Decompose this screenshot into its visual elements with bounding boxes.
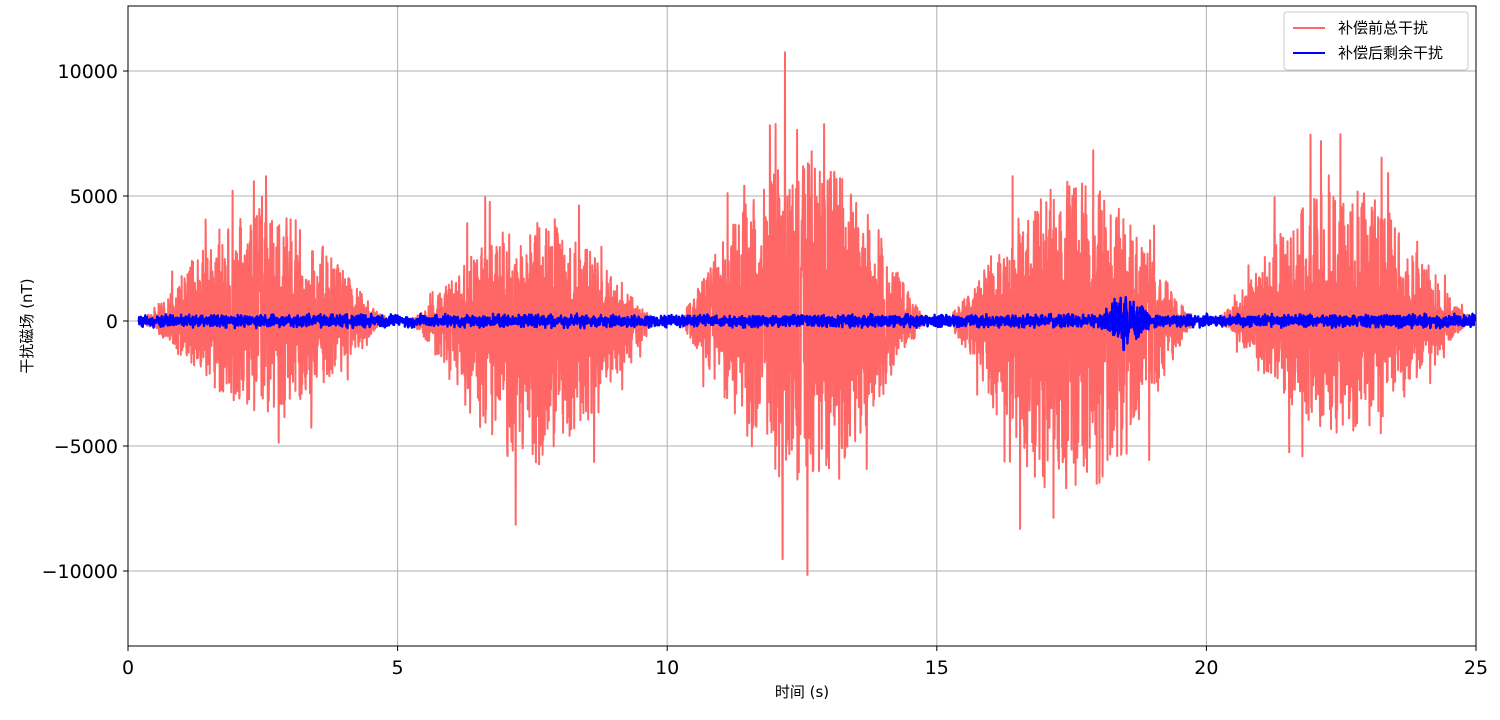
legend-label-1: 补偿后剩余干扰 <box>1338 44 1443 62</box>
legend-label-0: 补偿前总干扰 <box>1338 19 1428 37</box>
x-axis-label: 时间 (s) <box>775 683 829 701</box>
legend: 补偿前总干扰 补偿后剩余干扰 <box>1283 11 1469 71</box>
x-tick-label: 5 <box>392 657 404 679</box>
plot-frame <box>127 5 1477 647</box>
y-tick-label: −10000 <box>42 561 118 583</box>
x-tick-label: 15 <box>925 657 949 679</box>
legend-box <box>1283 11 1469 71</box>
y-tick-label: −5000 <box>54 436 118 458</box>
series-line-pre-compensation <box>138 51 1474 576</box>
plot-series-area <box>137 51 1476 576</box>
x-tick-label: 10 <box>655 657 679 679</box>
x-tick-label: 20 <box>1194 657 1218 679</box>
y-tick-label: 5000 <box>70 186 118 208</box>
x-tick-label: 0 <box>122 657 134 679</box>
y-axis-label: 干扰磁场 (nT) <box>18 278 36 373</box>
y-tick-label: 0 <box>106 311 118 333</box>
x-axis-ticks: 0 5 10 15 20 25 <box>122 646 1488 679</box>
x-tick-label: 25 <box>1464 657 1488 679</box>
y-tick-label: 10000 <box>58 61 118 83</box>
series-line-post-compensation <box>137 295 1476 352</box>
y-axis-ticks: −10000 −5000 0 5000 10000 <box>42 61 128 583</box>
